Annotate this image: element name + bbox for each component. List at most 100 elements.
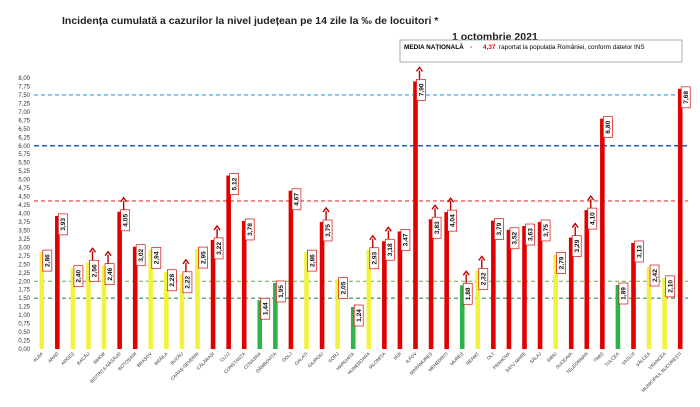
x-tick-label: CARAȘ-SEVERIN bbox=[170, 351, 200, 381]
bar bbox=[522, 226, 527, 349]
data-label-text: 2,46 bbox=[107, 267, 114, 280]
data-label-text: 3,63 bbox=[527, 228, 534, 241]
data-label-box bbox=[385, 238, 395, 261]
data-label: 1,95 bbox=[276, 280, 286, 303]
data-label-box bbox=[603, 116, 613, 139]
data-label-text: 2,28 bbox=[169, 274, 176, 287]
data-label-text: 2,32 bbox=[481, 272, 488, 285]
data-label: 3,47 bbox=[400, 229, 411, 251]
bar bbox=[382, 241, 387, 349]
data-label-box bbox=[665, 275, 675, 298]
x-tick-label: TULCEA bbox=[604, 351, 621, 368]
x-tick-label: GALAȚI bbox=[294, 351, 309, 366]
chart-title: Incidența cumulată a cazurilor la nivel … bbox=[62, 15, 439, 27]
data-label-box bbox=[198, 246, 208, 269]
bar bbox=[677, 88, 683, 349]
data-label-text: 7,68 bbox=[683, 91, 690, 104]
y-tick-label: 7,00 bbox=[18, 110, 30, 116]
data-label-box bbox=[494, 218, 504, 240]
data-label: 1,24 bbox=[353, 304, 364, 327]
bar bbox=[646, 267, 652, 349]
data-label: 3,02 bbox=[135, 244, 146, 267]
data-label-text: 3,75 bbox=[543, 224, 550, 237]
y-tick-label: 4,25 bbox=[18, 203, 30, 209]
y-tick-label: 2,00 bbox=[18, 279, 30, 285]
x-tick-label: IAȘI bbox=[392, 351, 402, 361]
data-label-box bbox=[369, 247, 380, 270]
y-tick-label: 0,75 bbox=[18, 322, 30, 328]
bar bbox=[319, 221, 325, 349]
bar bbox=[413, 81, 418, 349]
bar bbox=[475, 270, 481, 349]
data-label-text: 2,42 bbox=[652, 269, 659, 282]
data-label: 3,93 bbox=[58, 213, 68, 236]
rising-arrow-head bbox=[322, 206, 330, 213]
data-label-text: 4,10 bbox=[590, 212, 597, 225]
data-label: 2,46 bbox=[104, 263, 115, 286]
data-label: 2,93 bbox=[369, 247, 380, 270]
data-label-text: 2,94 bbox=[154, 251, 161, 264]
legend-national-average: 4,37 bbox=[483, 44, 496, 51]
y-tick-label: 3,25 bbox=[18, 237, 30, 243]
y-tick-label: 0,25 bbox=[18, 339, 30, 345]
data-label-text: 1,24 bbox=[356, 309, 363, 322]
data-label: 2,86 bbox=[42, 249, 53, 272]
rising-arrow-head bbox=[587, 194, 595, 201]
x-tick-label: VASLUI bbox=[621, 351, 636, 366]
data-label-box bbox=[462, 282, 473, 305]
y-tick-label: 6,25 bbox=[18, 135, 30, 141]
y-tick-label: 5,25 bbox=[18, 169, 30, 175]
bar bbox=[506, 229, 512, 349]
data-label-text: 3,93 bbox=[60, 218, 67, 231]
y-tick-label: 1,25 bbox=[18, 305, 30, 311]
y-tick-label: 5,00 bbox=[18, 178, 30, 184]
data-label-box bbox=[556, 252, 566, 274]
x-tick-label: ARGEȘ bbox=[60, 351, 75, 366]
y-tick-label: 2,75 bbox=[18, 254, 30, 260]
y-tick-label: 1,50 bbox=[18, 296, 30, 302]
bar bbox=[257, 300, 263, 349]
data-label-box bbox=[571, 235, 582, 257]
data-label-text: 3,83 bbox=[434, 221, 441, 234]
rising-arrow-head bbox=[213, 224, 221, 231]
data-label-text: 3,29 bbox=[574, 239, 581, 252]
y-tick-label: 2,50 bbox=[18, 262, 30, 268]
data-label-box bbox=[182, 271, 193, 294]
data-label-box bbox=[276, 280, 286, 303]
x-tick-label: GIURGIU bbox=[307, 351, 324, 368]
data-label-box bbox=[260, 297, 271, 320]
y-tick-label: 5,50 bbox=[18, 161, 30, 167]
data-label-box bbox=[416, 79, 426, 101]
y-tick-label: 7,50 bbox=[18, 93, 30, 99]
data-label-text: 3,02 bbox=[138, 248, 145, 261]
bar bbox=[101, 265, 107, 349]
data-label-box bbox=[151, 247, 162, 269]
x-tick-label: BUZĂU bbox=[169, 350, 184, 365]
bar bbox=[288, 190, 294, 349]
bar bbox=[39, 252, 45, 349]
data-label-box bbox=[509, 227, 520, 250]
data-label: 2,05 bbox=[338, 277, 348, 299]
data-label-text: 2,79 bbox=[558, 256, 565, 269]
data-label-box bbox=[540, 219, 551, 242]
data-label-text: 3,75 bbox=[325, 224, 332, 237]
data-label-text: 7,90 bbox=[418, 83, 425, 96]
data-label-box bbox=[120, 209, 130, 232]
data-label-text: 1,44 bbox=[263, 302, 270, 315]
data-label-text: 3,47 bbox=[403, 233, 410, 246]
legend-series-name: MEDIA NAȚIONALĂ bbox=[404, 42, 464, 51]
data-label-box bbox=[525, 223, 535, 246]
bar bbox=[148, 249, 154, 349]
x-tick-label: BACĂU bbox=[75, 350, 90, 365]
x-tick-label: ALBA bbox=[32, 351, 45, 364]
data-label: 6,80 bbox=[603, 116, 613, 139]
data-label-box bbox=[400, 229, 411, 251]
data-label-text: 4,05 bbox=[122, 214, 129, 227]
x-tick-label: SIBIU bbox=[546, 351, 558, 363]
bar bbox=[631, 242, 636, 349]
rising-arrow-head bbox=[182, 258, 190, 265]
y-tick-label: 6,50 bbox=[18, 127, 30, 133]
data-label-box bbox=[42, 249, 53, 272]
data-label: 2,22 bbox=[182, 271, 193, 294]
